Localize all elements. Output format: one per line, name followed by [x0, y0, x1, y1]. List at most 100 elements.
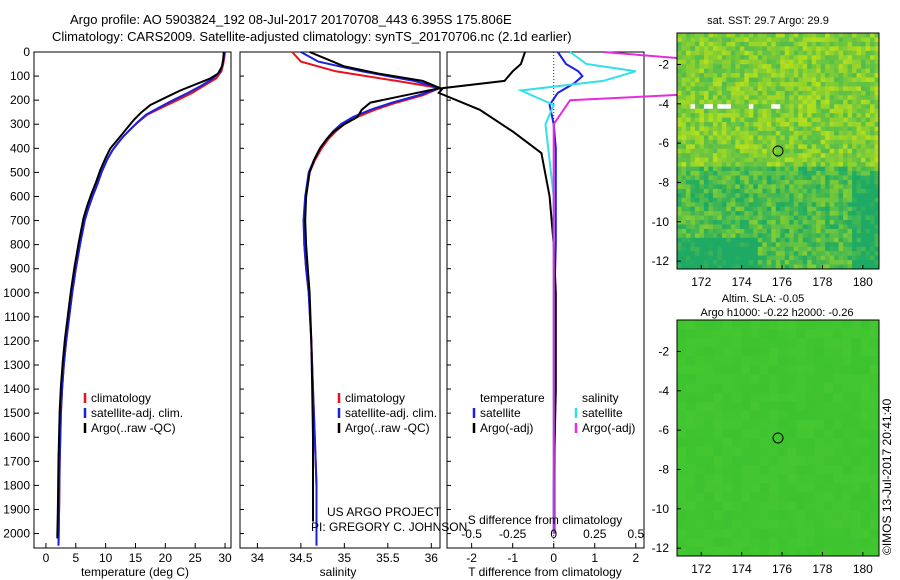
map-cell [802, 206, 808, 212]
map-cell [677, 153, 682, 159]
map-cell [807, 246, 813, 252]
map-cell [784, 108, 790, 114]
map-cell [780, 68, 786, 74]
legend-label-s-satellite: satellite [582, 406, 623, 420]
map-cell [834, 139, 839, 145]
map-cell [814, 374, 825, 384]
map-cell [708, 122, 714, 127]
map-cell [861, 50, 866, 56]
map-cell [685, 220, 691, 225]
map-cell [775, 95, 781, 101]
map-cell [847, 86, 853, 92]
map-cell [816, 81, 822, 87]
map-cell [789, 55, 795, 61]
map-cell [717, 237, 723, 243]
map-cell [757, 33, 763, 38]
map-cell [780, 99, 786, 105]
map-cell [860, 483, 871, 493]
map-cell [805, 365, 816, 375]
map-cell [695, 356, 705, 366]
map-cell [865, 206, 871, 212]
map-cell [771, 166, 777, 172]
map-cell [735, 55, 741, 61]
map-cell [708, 55, 714, 61]
map-cell [851, 338, 862, 348]
map-cell [807, 233, 813, 239]
map-cell [787, 483, 797, 493]
map-cell [780, 157, 786, 163]
map-cell [726, 117, 732, 123]
map-cell [748, 171, 754, 176]
map-cell [811, 99, 817, 105]
map-cell [690, 197, 696, 203]
map-cell [712, 246, 718, 252]
map-cell [690, 228, 696, 234]
map-cell [802, 117, 808, 123]
map-cell [870, 104, 875, 110]
map-cell [708, 211, 714, 216]
map-cell [816, 73, 822, 78]
map-cell [708, 81, 714, 87]
map-cell [778, 456, 788, 466]
map-cell [838, 73, 844, 78]
map-cell [713, 419, 724, 430]
map-cell [690, 242, 696, 248]
map-cell [771, 264, 777, 270]
map-cell [825, 206, 831, 212]
map-cell [685, 215, 691, 221]
map-cell [717, 184, 723, 190]
map-cell [741, 383, 751, 394]
map-cell [842, 392, 852, 403]
map-cell [820, 202, 826, 208]
map-cell [851, 428, 862, 439]
map-cell [825, 37, 831, 43]
map-cell [865, 37, 871, 43]
map-cell [789, 237, 795, 243]
map-x-tick-label: 174 [732, 562, 752, 576]
map-cell [713, 501, 724, 512]
map-cell [735, 202, 741, 208]
map-cell [748, 246, 754, 252]
map-cell [708, 188, 714, 194]
map-cell [708, 104, 714, 110]
map-cell [759, 356, 770, 366]
map-cell [796, 320, 806, 330]
map-cell [834, 108, 839, 114]
map-cell [856, 68, 862, 74]
legend-title-temperature: temperature [480, 391, 545, 405]
x-tick-label: 30 [218, 551, 232, 565]
map-cell [842, 329, 852, 339]
map-cell [814, 438, 825, 448]
map-cell [838, 90, 844, 96]
depth-tick-label: 1400 [3, 382, 30, 396]
map-cell [847, 55, 853, 61]
map-cell [780, 117, 786, 123]
map-cell [730, 260, 736, 265]
map-cell [789, 104, 795, 110]
map-cell [865, 260, 871, 265]
map-cell [766, 68, 772, 74]
map-cell [869, 356, 880, 366]
map-cell [847, 77, 853, 83]
map-cell [811, 113, 817, 118]
map-cell [847, 148, 853, 154]
map-cell [814, 447, 825, 457]
map-cell [784, 59, 790, 65]
map-cell [753, 188, 759, 194]
map-cell [750, 456, 761, 466]
map-cell [820, 264, 826, 270]
map-cell [778, 537, 788, 548]
map-cell [775, 215, 781, 221]
map-cell [708, 130, 714, 136]
map-cell [869, 474, 880, 484]
map-cell [771, 202, 777, 208]
map-cell [834, 184, 839, 190]
map-cell [748, 46, 754, 52]
map-cell [741, 329, 751, 339]
map-cell [823, 374, 834, 384]
map-cell [834, 224, 839, 230]
map-cell [694, 139, 700, 145]
map-cell [852, 99, 857, 105]
map-cell [820, 122, 826, 127]
map-cell [874, 139, 880, 145]
